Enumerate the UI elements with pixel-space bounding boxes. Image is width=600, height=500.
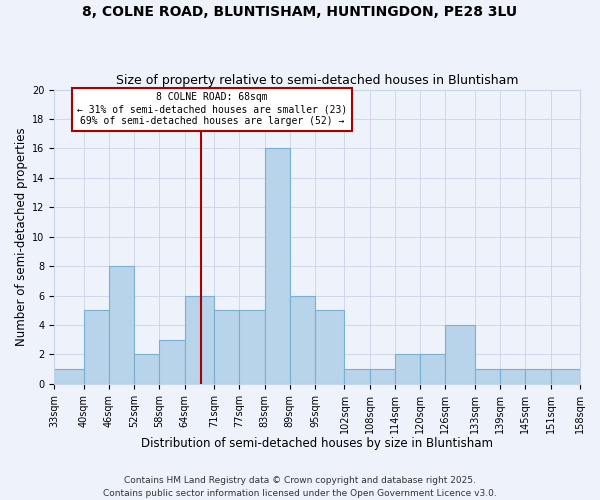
Bar [134,354,160,384]
Title: Size of property relative to semi-detached houses in Bluntisham: Size of property relative to semi-detach… [116,74,518,87]
Bar [109,266,134,384]
Y-axis label: Number of semi-detached properties: Number of semi-detached properties [15,128,28,346]
Bar [395,354,420,384]
X-axis label: Distribution of semi-detached houses by size in Bluntisham: Distribution of semi-detached houses by … [141,437,493,450]
Bar [160,340,185,384]
Bar [239,310,265,384]
Bar [54,369,84,384]
Bar [265,148,290,384]
Bar [214,310,239,384]
Bar [526,369,551,384]
Bar [290,296,315,384]
Text: 8, COLNE ROAD, BLUNTISHAM, HUNTINGDON, PE28 3LU: 8, COLNE ROAD, BLUNTISHAM, HUNTINGDON, P… [82,5,518,19]
Bar [185,296,214,384]
Bar [445,325,475,384]
Bar [84,310,109,384]
Bar [315,310,344,384]
Bar [370,369,395,384]
Bar [551,369,580,384]
Bar [420,354,445,384]
Text: 8 COLNE ROAD: 68sqm
← 31% of semi-detached houses are smaller (23)
69% of semi-d: 8 COLNE ROAD: 68sqm ← 31% of semi-detach… [77,92,347,126]
Text: Contains HM Land Registry data © Crown copyright and database right 2025.
Contai: Contains HM Land Registry data © Crown c… [103,476,497,498]
Bar [500,369,526,384]
Bar [475,369,500,384]
Bar [344,369,370,384]
